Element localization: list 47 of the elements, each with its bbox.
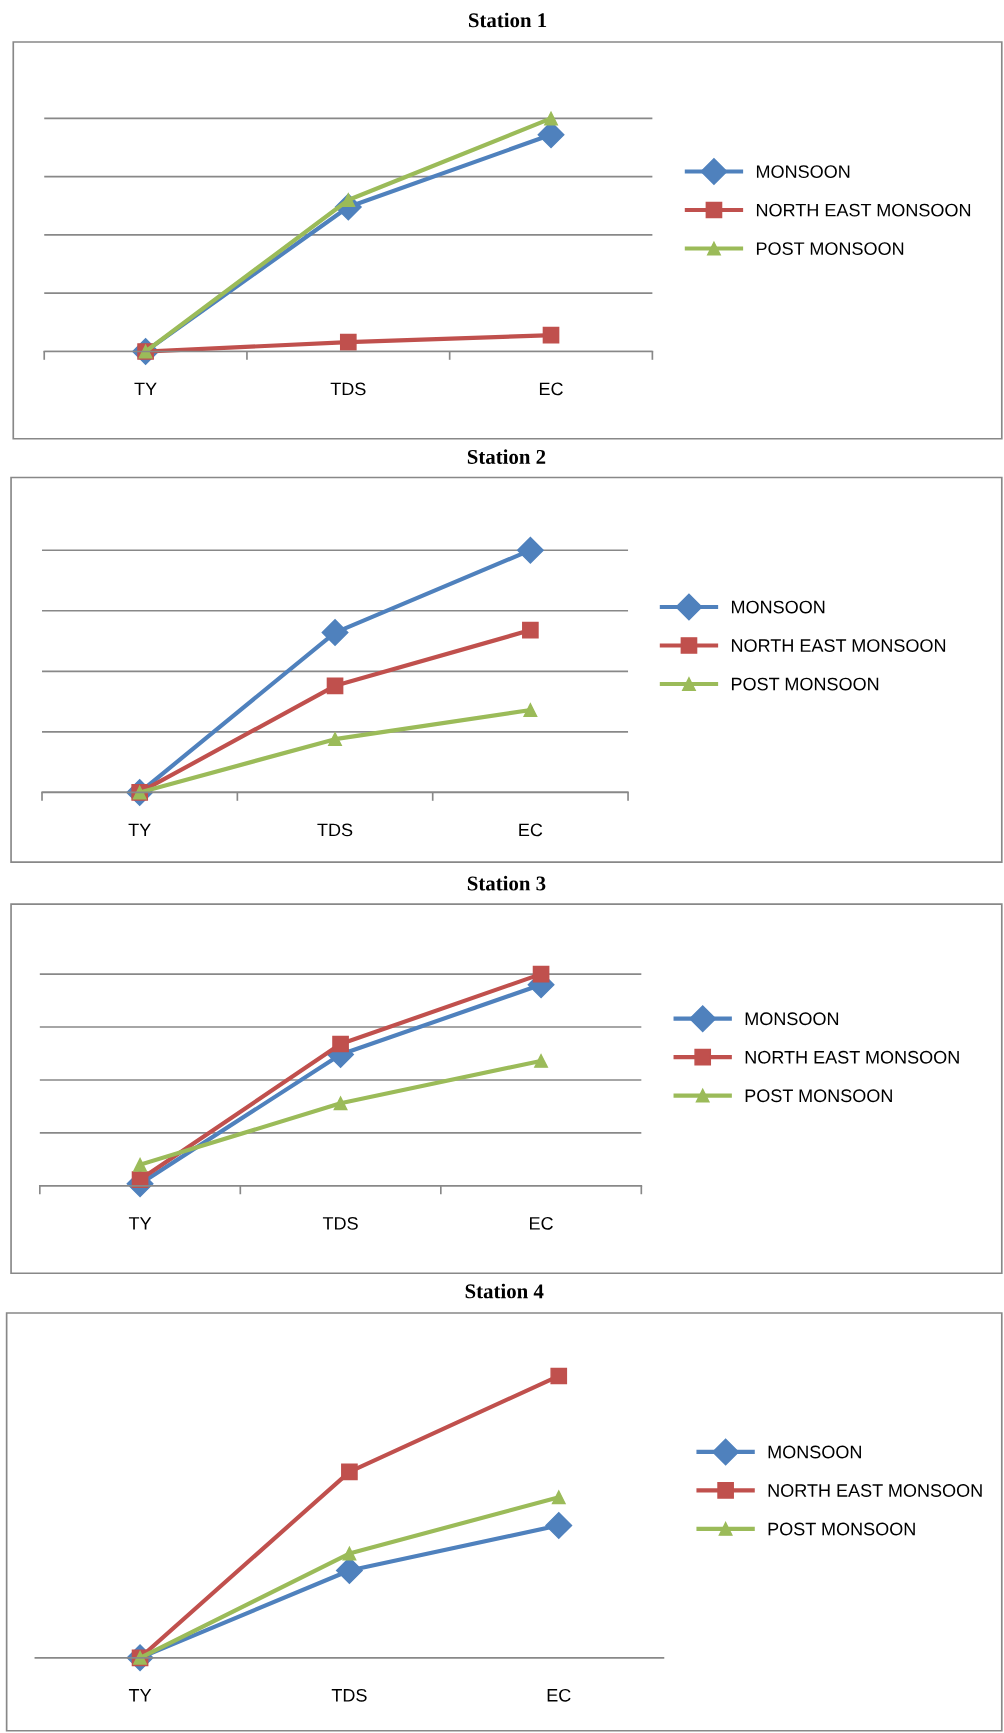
point <box>523 703 538 718</box>
x-tick-label: TY <box>128 823 151 837</box>
x-tick-label: EC <box>530 1216 553 1230</box>
point <box>328 732 342 747</box>
x-tick-label: TDS <box>331 1688 367 1702</box>
chart-title: Station 2 <box>467 449 546 464</box>
point <box>133 1157 148 1172</box>
point <box>339 333 357 351</box>
point <box>341 1463 358 1481</box>
x-tick-label: TY <box>128 1217 152 1230</box>
legend-label: NORTH EAST MONSOON <box>756 203 971 217</box>
legend-label: MONSOON <box>756 165 850 178</box>
legend-label: POST MONSOON <box>731 677 879 691</box>
x-tick-label: TDS <box>330 382 366 396</box>
legend-label: POST MONSOON <box>745 1089 892 1103</box>
x-tick-label: TDS <box>322 1216 358 1230</box>
point <box>550 1367 568 1385</box>
x-tick-label: TY <box>128 1689 152 1702</box>
chart-title: Station 3 <box>467 875 546 891</box>
point <box>522 621 539 639</box>
legend-label: NORTH EAST MONSOON <box>731 639 946 652</box>
legend-label: MONSOON <box>731 600 825 614</box>
point <box>332 1035 349 1053</box>
x-tick-label: EC <box>547 1688 571 1702</box>
x-tick-label: EC <box>539 382 563 396</box>
point <box>551 1490 566 1505</box>
point <box>532 965 550 983</box>
chart-title: Station 4 <box>465 1283 544 1299</box>
x-tick-label: TY <box>134 382 157 396</box>
legend-label: POST MONSOON <box>756 242 904 255</box>
point <box>326 677 344 695</box>
legend-label: POST MONSOON <box>768 1522 915 1536</box>
point <box>544 111 558 126</box>
chart-title: Station 1 <box>468 12 547 28</box>
point <box>534 1053 549 1068</box>
legend-label: MONSOON <box>768 1445 861 1459</box>
legend-label: NORTH EAST MONSOON <box>768 1484 982 1497</box>
x-tick-label: EC <box>519 823 543 837</box>
x-tick-label: TDS <box>317 823 353 837</box>
point <box>333 1096 348 1111</box>
point <box>342 1546 357 1561</box>
point <box>545 1511 573 1539</box>
point <box>321 619 349 647</box>
point <box>516 536 544 564</box>
legend-label: MONSOON <box>745 1012 839 1026</box>
legend-label: NORTH EAST MONSOON <box>745 1050 959 1064</box>
point <box>542 326 560 344</box>
